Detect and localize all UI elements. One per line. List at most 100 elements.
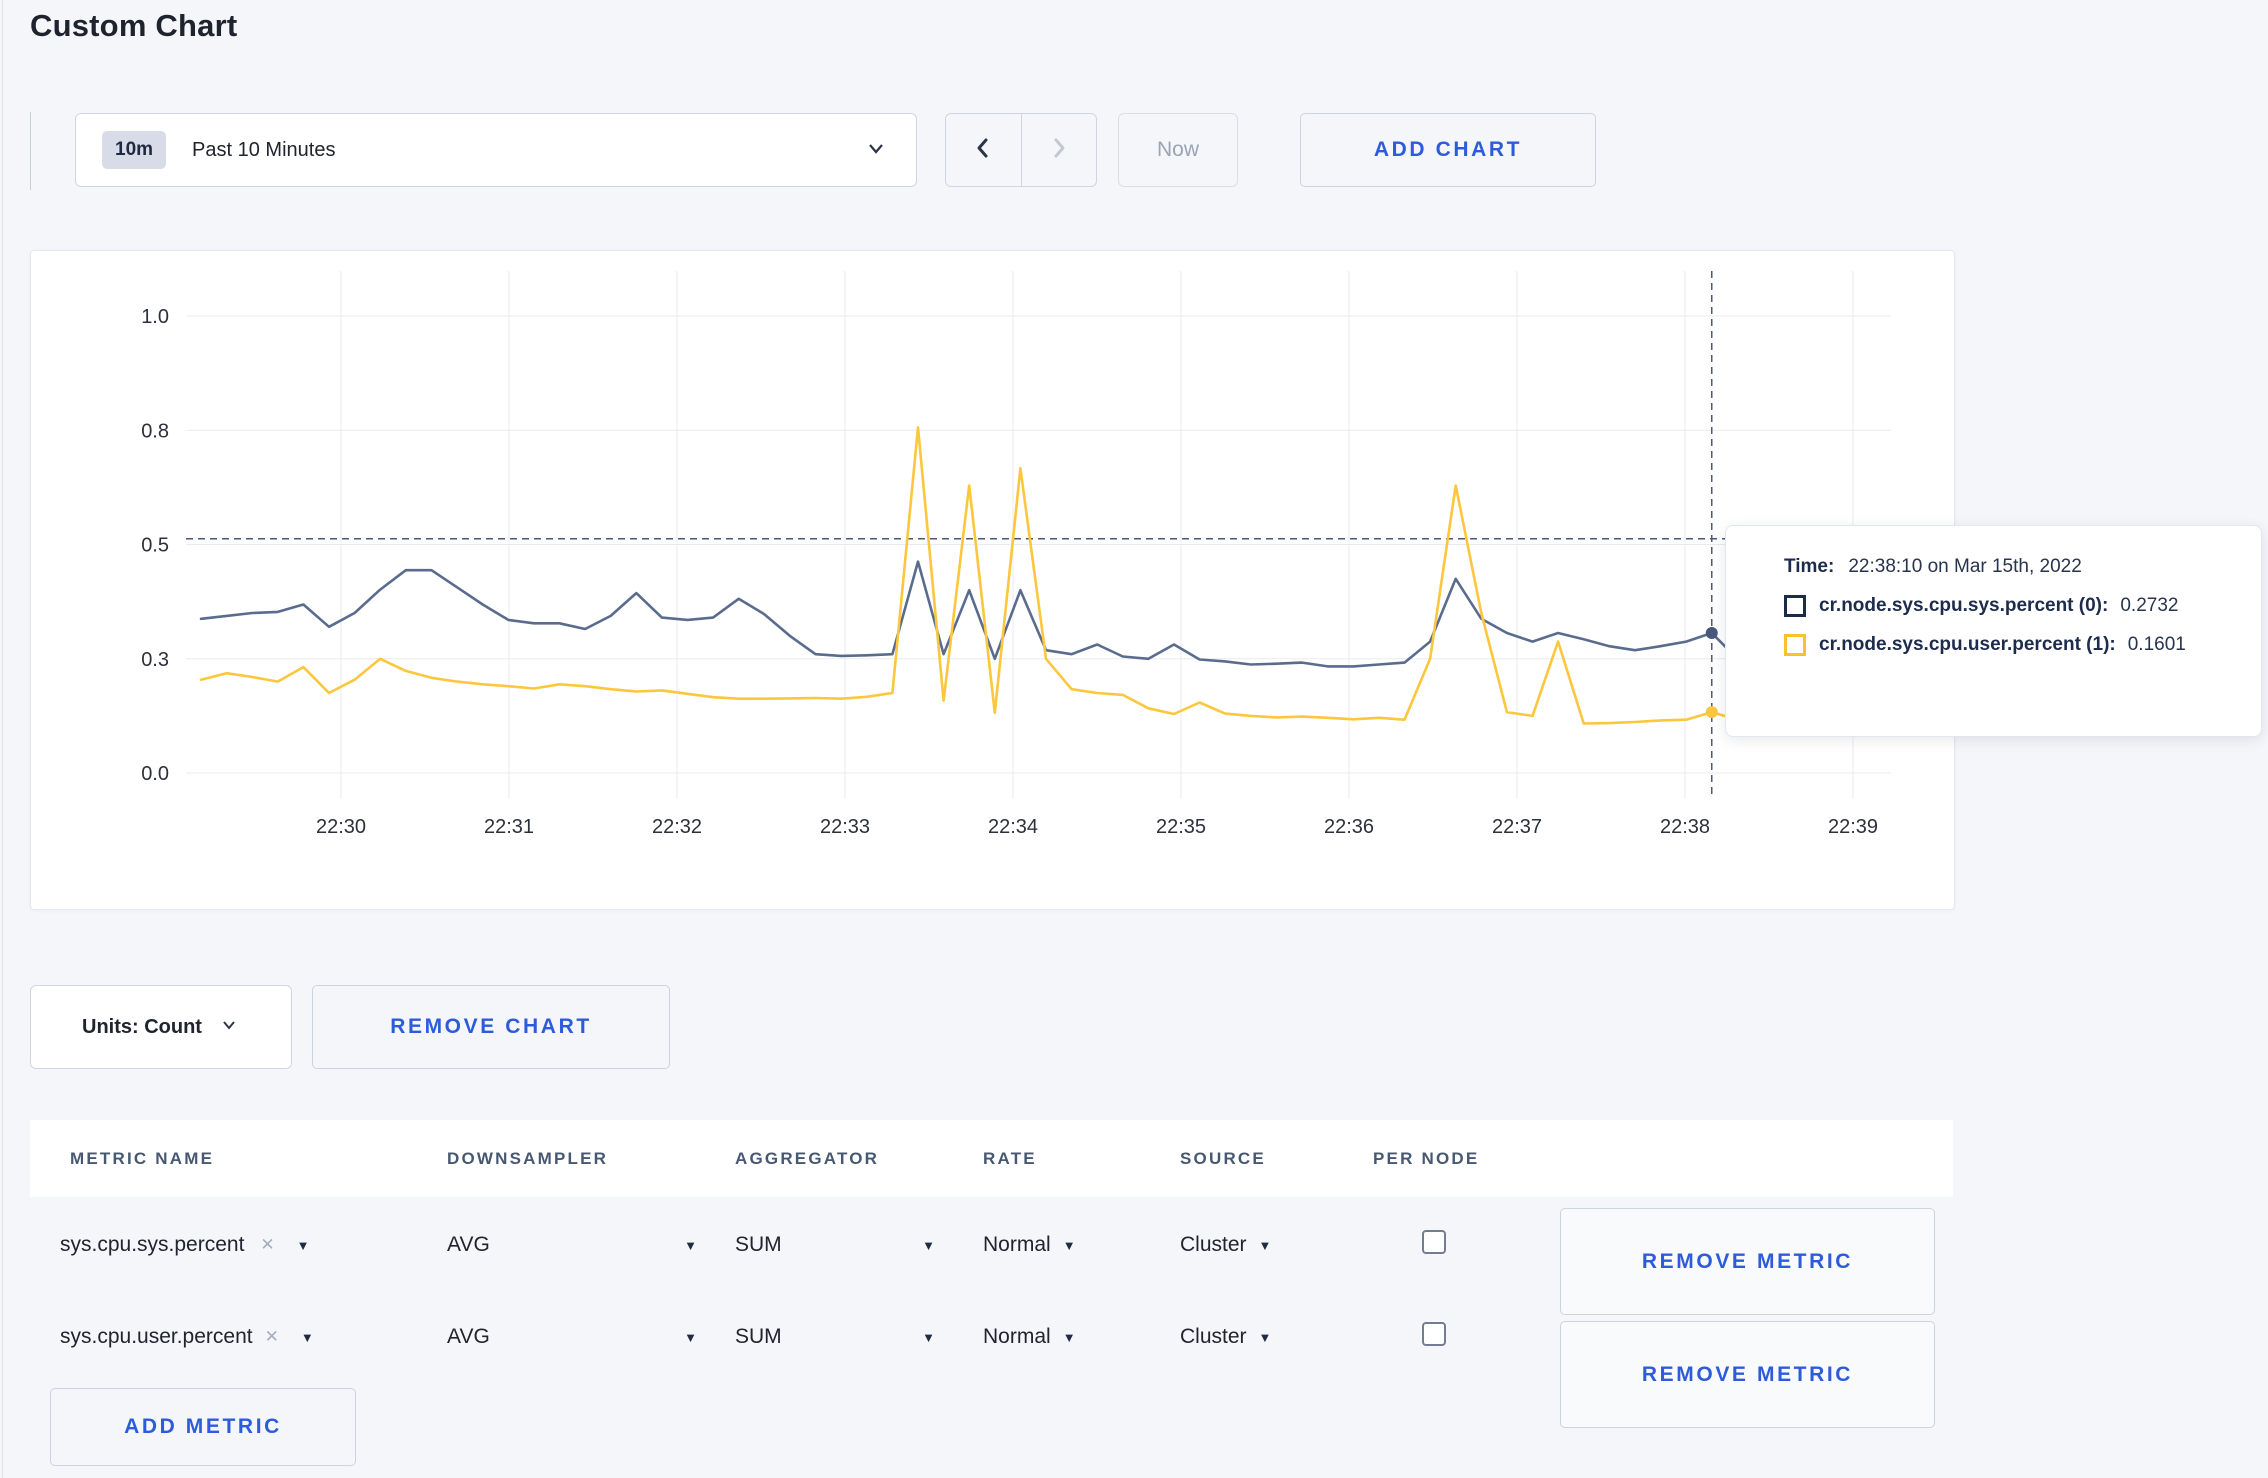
remove-metric-button[interactable]: REMOVE METRIC — [1560, 1321, 1935, 1428]
svg-text:22:32: 22:32 — [652, 816, 702, 838]
tooltip-metric-label: cr.node.sys.cpu.user.percent (1): — [1819, 634, 2116, 655]
table-row: sys.cpu.sys.percent ✕ ▼ AVG ▼ SUM ▼ Norm… — [30, 1200, 1953, 1290]
aggregator-select[interactable]: SUM ▼ — [735, 1233, 935, 1257]
toolbar-divider — [30, 112, 31, 190]
svg-text:22:30: 22:30 — [316, 816, 366, 838]
per-node-checkbox[interactable] — [1422, 1230, 1446, 1254]
caret-down-icon: ▼ — [300, 1329, 314, 1345]
chevron-left-icon — [968, 133, 998, 168]
svg-text:22:35: 22:35 — [1156, 816, 1206, 838]
source-value: Cluster — [1180, 1325, 1247, 1348]
caret-down-icon: ▼ — [684, 1329, 697, 1345]
time-range-select[interactable]: 10m Past 10 Minutes — [75, 113, 917, 187]
remove-metric-label: REMOVE METRIC — [1641, 1362, 1854, 1386]
tooltip-time-label: Time: — [1784, 556, 1835, 577]
caret-down-icon: ▼ — [1258, 1329, 1272, 1345]
svg-text:22:36: 22:36 — [1324, 816, 1374, 838]
series-color-swatch-user — [1784, 634, 1806, 656]
aggregator-value: SUM — [735, 1325, 782, 1348]
caret-down-icon: ▼ — [684, 1237, 697, 1253]
caret-down-icon: ▼ — [1258, 1237, 1272, 1253]
units-select-label: Units: Count — [82, 1015, 202, 1038]
svg-text:22:31: 22:31 — [484, 816, 534, 838]
rate-select[interactable]: Normal ▼ — [983, 1325, 1076, 1349]
caret-down-icon: ▼ — [1062, 1329, 1076, 1345]
aggregator-select[interactable]: SUM ▼ — [735, 1325, 935, 1349]
tooltip-time-row: Time: 22:38:10 on Mar 15th, 2022 — [1784, 556, 2241, 578]
tooltip-time-value: 22:38:10 on Mar 15th, 2022 — [1848, 556, 2082, 577]
caret-down-icon: ▼ — [1062, 1237, 1076, 1253]
svg-text:22:38: 22:38 — [1660, 816, 1710, 838]
caret-down-icon: ▼ — [922, 1237, 935, 1253]
tooltip-metric-value: 0.1601 — [2127, 634, 2186, 655]
downsampler-select[interactable]: AVG ▼ — [447, 1233, 697, 1257]
chart-tooltip: Time: 22:38:10 on Mar 15th, 2022 cr.node… — [1725, 525, 2262, 737]
time-pager — [945, 113, 1097, 187]
tooltip-series-row: cr.node.sys.cpu.user.percent (1): 0.1601 — [1784, 634, 2241, 656]
column-header-downsampler: DOWNSAMPLER — [447, 1148, 609, 1168]
cpu-line-chart[interactable]: 22:30 22:31 22:32 22:33 22:34 22:35 22:36 22:37… — [31, 251, 1954, 909]
page-title: Custom Chart — [30, 8, 238, 43]
caret-down-icon: ▼ — [922, 1329, 935, 1345]
metric-name-value: sys.cpu.user.percent — [60, 1325, 253, 1348]
remove-chart-label: REMOVE CHART — [390, 1015, 592, 1038]
prev-range-button[interactable] — [946, 114, 1022, 186]
svg-text:0.0: 0.0 — [141, 763, 169, 785]
chart-card: 22:30 22:31 22:32 22:33 22:34 22:35 22:36 22:37… — [30, 250, 1955, 910]
source-value: Cluster — [1180, 1233, 1247, 1256]
per-node-checkbox[interactable] — [1422, 1322, 1446, 1346]
remove-metric-label: REMOVE METRIC — [1641, 1249, 1854, 1273]
rate-select[interactable]: Normal ▼ — [983, 1233, 1076, 1257]
svg-text:22:33: 22:33 — [820, 816, 870, 838]
downsampler-select[interactable]: AVG ▼ — [447, 1325, 697, 1349]
aggregator-value: SUM — [735, 1233, 782, 1256]
tooltip-metric-label: cr.node.sys.cpu.sys.percent (0): — [1819, 595, 2109, 616]
column-header-per-node: PER NODE — [1373, 1148, 1480, 1168]
time-range-label: Past 10 Minutes — [192, 138, 336, 161]
add-metric-button[interactable]: ADD METRIC — [50, 1388, 356, 1466]
svg-text:22:34: 22:34 — [988, 816, 1038, 838]
remove-chart-button[interactable]: REMOVE CHART — [312, 985, 670, 1069]
units-select[interactable]: Units: Count — [30, 985, 292, 1069]
tooltip-series-row: cr.node.sys.cpu.sys.percent (0): 0.2732 — [1784, 595, 2241, 617]
now-button-label: Now — [1156, 138, 1199, 161]
svg-text:0.8: 0.8 — [141, 420, 169, 442]
next-range-button[interactable] — [1022, 114, 1097, 186]
column-header-rate: RATE — [983, 1148, 1037, 1168]
page-left-edge — [2, 0, 3, 1478]
add-chart-button[interactable]: ADD CHART — [1300, 113, 1596, 187]
close-icon[interactable]: ✕ — [260, 1235, 275, 1254]
chevron-down-icon — [862, 134, 890, 167]
svg-text:0.5: 0.5 — [141, 535, 169, 557]
source-select[interactable]: Cluster ▼ — [1180, 1233, 1271, 1257]
table-row: sys.cpu.user.percent ✕ ▼ AVG ▼ SUM ▼ Nor… — [30, 1292, 1953, 1382]
svg-text:22:39: 22:39 — [1828, 816, 1878, 838]
rate-value: Normal — [983, 1325, 1051, 1348]
remove-metric-button[interactable]: REMOVE METRIC — [1560, 1208, 1935, 1315]
add-metric-label: ADD METRIC — [124, 1415, 282, 1438]
time-range-badge: 10m — [102, 131, 167, 169]
column-header-aggregator: AGGREGATOR — [735, 1148, 880, 1168]
column-header-source: SOURCE — [1180, 1148, 1266, 1168]
svg-text:0.3: 0.3 — [141, 649, 169, 671]
svg-text:22:37: 22:37 — [1492, 816, 1542, 838]
tooltip-metric-value: 0.2732 — [2120, 595, 2179, 616]
chevron-down-icon — [218, 1014, 240, 1041]
downsampler-value: AVG — [447, 1233, 490, 1256]
caret-down-icon: ▼ — [296, 1237, 310, 1253]
svg-text:1.0: 1.0 — [141, 306, 169, 328]
rate-value: Normal — [983, 1233, 1051, 1256]
now-button[interactable]: Now — [1118, 113, 1238, 187]
close-icon[interactable]: ✕ — [264, 1327, 279, 1346]
column-header-metric-name: METRIC NAME — [70, 1148, 215, 1168]
metrics-table-header: METRIC NAME DOWNSAMPLER AGGREGATOR RATE … — [30, 1120, 1953, 1197]
source-select[interactable]: Cluster ▼ — [1180, 1325, 1271, 1349]
metric-name-select[interactable]: sys.cpu.user.percent ✕ ▼ — [60, 1325, 314, 1349]
metric-name-value: sys.cpu.sys.percent — [60, 1233, 245, 1256]
downsampler-value: AVG — [447, 1325, 490, 1348]
metric-name-select[interactable]: sys.cpu.sys.percent ✕ ▼ — [60, 1233, 310, 1257]
add-chart-label: ADD CHART — [1373, 138, 1523, 161]
series-color-swatch-sys — [1784, 595, 1806, 617]
chevron-right-icon — [1044, 133, 1074, 168]
